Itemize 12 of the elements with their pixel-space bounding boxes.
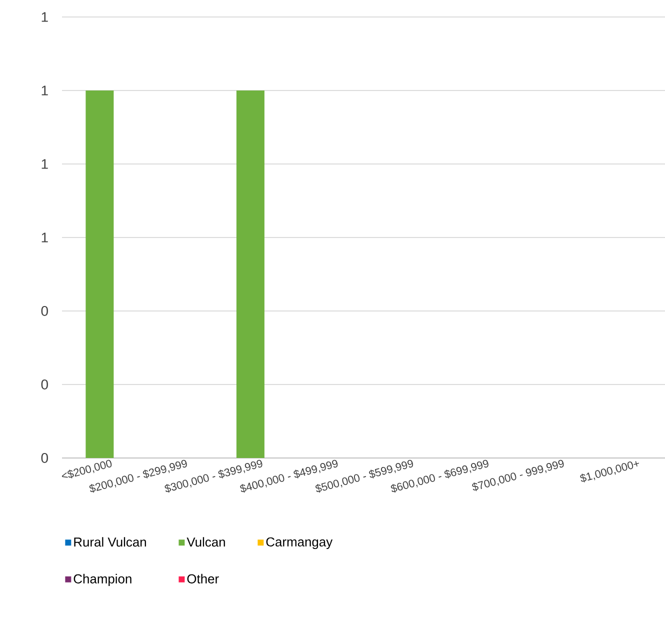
legend-label: Champion xyxy=(74,574,132,586)
y-tick-label: 1 xyxy=(42,12,48,22)
legend-label: Rural Vulcan xyxy=(74,537,146,547)
y-tick-label: 1 xyxy=(42,159,48,169)
y-tick-label: 0 xyxy=(41,453,48,463)
legend-label: Vulcan xyxy=(186,537,225,547)
y-tick-label: 0 xyxy=(41,306,48,316)
legend-label: Other xyxy=(187,574,219,584)
y-tick-label: 0 xyxy=(41,380,48,390)
y-tick-label: 1 xyxy=(42,232,48,242)
legend-label: Carmangay xyxy=(266,537,333,550)
y-tick-label: 1 xyxy=(42,86,48,96)
